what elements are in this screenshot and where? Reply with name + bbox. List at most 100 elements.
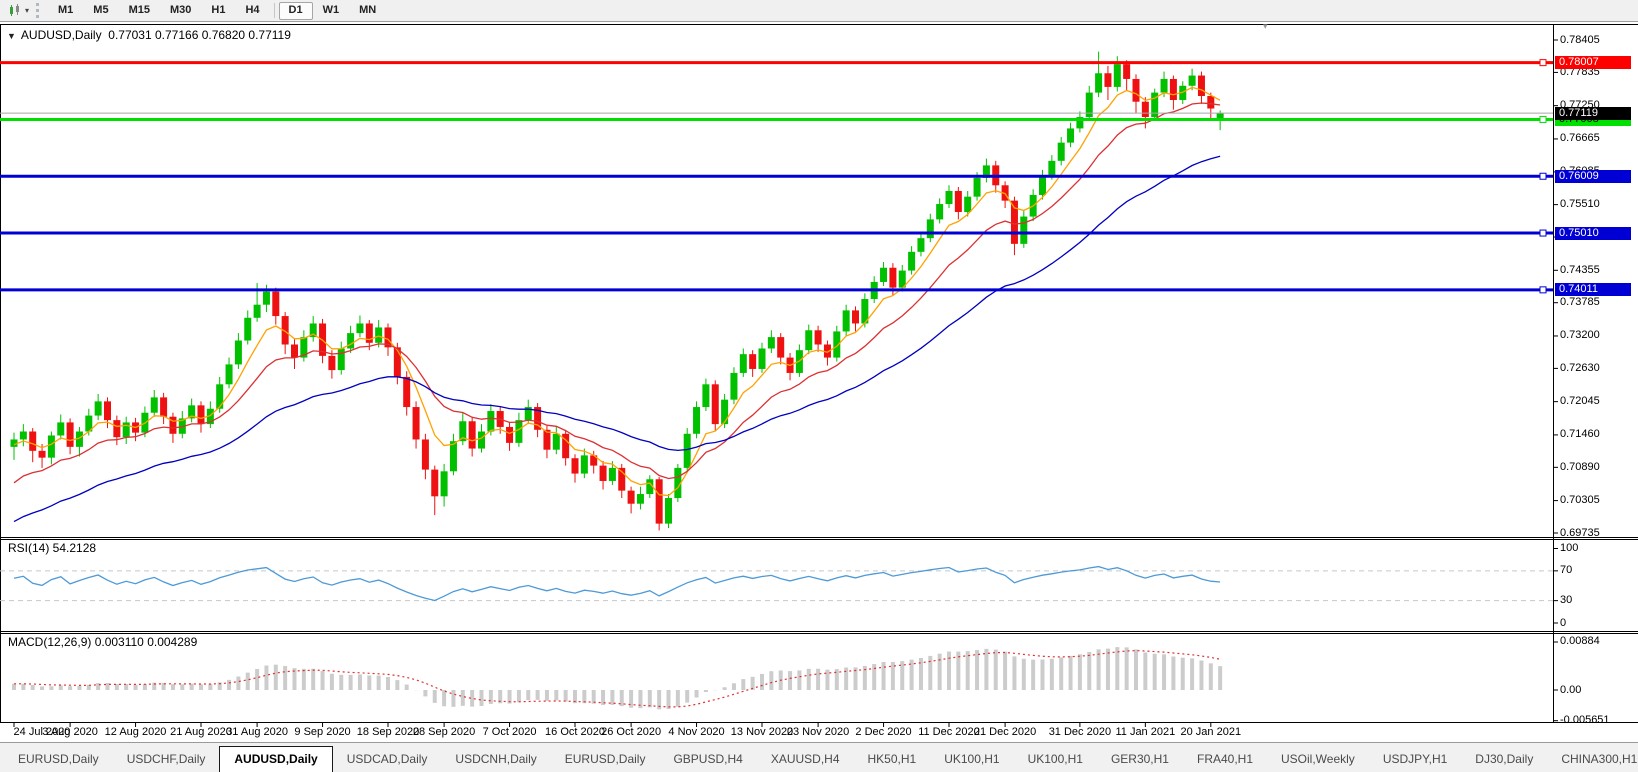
chart-collapse-marker-icon[interactable]: ▾ (1263, 21, 1268, 31)
candle-body (188, 405, 196, 419)
date-label: 23 Nov 2020 (786, 726, 850, 738)
toolbar-grip[interactable] (36, 3, 43, 18)
period-button-d1[interactable]: D1 (278, 1, 313, 20)
candle-body (936, 204, 944, 220)
candle-body (365, 323, 373, 343)
candle-body (506, 426, 514, 443)
period-button-m5[interactable]: M5 (93, 3, 109, 16)
candle-body (216, 384, 224, 409)
chart-tab-hk50-h1[interactable]: HK50,H1 (867, 752, 917, 766)
price-tick: 0.75510 (1560, 198, 1600, 211)
candle-body (57, 422, 65, 436)
chart-tab-xauusd-h4[interactable]: XAUUSD,H4 (770, 752, 840, 766)
period-button-h4[interactable]: H4 (245, 3, 260, 16)
macd-signal-line (14, 649, 1221, 708)
candle-body (75, 431, 83, 447)
chart-tab-gbpusd-h4[interactable]: GBPUSD,H4 (673, 752, 743, 766)
chart-tab-usdcnh-daily[interactable]: USDCNH,Daily (455, 752, 537, 766)
candle-body (618, 467, 626, 491)
candle-body (169, 416, 177, 434)
candle-body (1188, 75, 1196, 86)
chart-tab-usdchf-daily[interactable]: USDCHF,Daily (126, 752, 206, 766)
period-button-m30[interactable]: M30 (169, 3, 192, 16)
chart-tab-dj30-daily[interactable]: DJ30,Daily (1475, 752, 1534, 766)
chart-expand-icon[interactable]: ▼ (7, 31, 16, 41)
candle-body (66, 422, 74, 447)
rsi-tick: 100 (1560, 542, 1579, 554)
chart-tab-usdcad-daily[interactable]: USDCAD,Daily (346, 752, 428, 766)
candle-body (262, 291, 270, 305)
chart-tab-usoil-weekly[interactable]: USOil,Weekly (1281, 752, 1355, 766)
level-badge-0.74011: 0.74011 (1555, 283, 1631, 297)
candle-body (880, 267, 888, 282)
candle-body (543, 429, 551, 450)
rsi-tick: 0 (1560, 616, 1567, 629)
date-label: 16 Oct 2020 (545, 726, 605, 738)
date-label: 28 Sep 2020 (412, 726, 476, 738)
date-label: 11 Dec 2020 (918, 726, 980, 738)
candle-body (150, 397, 158, 413)
rsi-tick: 70 (1560, 564, 1573, 577)
period-button-m15[interactable]: M15 (128, 3, 150, 16)
candle-body (197, 405, 205, 425)
period-button-mn[interactable]: MN (359, 3, 377, 16)
candle-body (552, 433, 560, 450)
candle-body (272, 291, 280, 317)
resistance-line-handle[interactable] (1539, 59, 1547, 67)
candle-body (160, 397, 168, 417)
chart-canvas[interactable] (0, 0, 1638, 742)
candle-body (403, 376, 411, 408)
price-tick: 0.70305 (1560, 494, 1600, 507)
period-button-w1[interactable]: W1 (322, 3, 340, 16)
candle-body (515, 420, 523, 443)
chart-tab-uk100-h1[interactable]: UK100,H1 (944, 752, 1000, 766)
period-button-h1[interactable]: H1 (211, 3, 226, 16)
candle-body (777, 337, 785, 358)
candle-body (19, 431, 27, 440)
chart-tab-fra40-h1[interactable]: FRA40,H1 (1196, 752, 1254, 766)
candle-body (1095, 73, 1103, 93)
candle-body (253, 304, 261, 318)
candle-body (1020, 216, 1028, 244)
macd-tick: 0.00884 (1560, 635, 1600, 648)
chart-tab-eurusd-daily[interactable]: EURUSD,Daily (18, 752, 99, 766)
candle-body (244, 317, 252, 341)
chart-tool-icon[interactable]: ▾ (3, 2, 34, 20)
price-tick: 0.72045 (1560, 395, 1600, 408)
chart-tab-china300-h1[interactable]: CHINA300,H1 (1561, 752, 1638, 766)
candle-body (431, 469, 439, 497)
rsi-tick: 30 (1560, 594, 1573, 607)
candle-body (1113, 64, 1121, 87)
chart-tab-usdjpy-h1[interactable]: USDJPY,H1 (1382, 752, 1448, 766)
price-tick: 0.71460 (1560, 428, 1600, 441)
support-line-1-handle[interactable] (1539, 172, 1547, 180)
chart-tab-ger30-h1[interactable]: GER30,H1 (1110, 752, 1169, 766)
candle-body (337, 348, 345, 371)
level-badge-0.75010: 0.75010 (1555, 226, 1631, 240)
chart-tab-audusd-daily[interactable]: AUDUSD,Daily (219, 746, 333, 772)
support-line-green-handle[interactable] (1539, 115, 1547, 123)
candle-body (608, 467, 616, 481)
candle-body (665, 498, 672, 524)
candle-body (805, 330, 813, 351)
support-line-3-handle[interactable] (1539, 286, 1547, 294)
date-label: 21 Dec 2020 (973, 726, 1037, 738)
candle-body (94, 401, 102, 416)
candle-body (964, 196, 972, 213)
candle-body (908, 251, 916, 271)
candle-body (1057, 142, 1065, 161)
ma-fast-line (13, 86, 1221, 497)
candle-body (104, 401, 111, 421)
candle-body (749, 354, 757, 369)
chart-tab-uk100-h1[interactable]: UK100,H1 (1027, 752, 1083, 766)
candle-body (1123, 64, 1131, 79)
chart-tab-eurusd-daily[interactable]: EURUSD,Daily (564, 752, 646, 766)
rsi-line (13, 565, 1221, 602)
candle-body (926, 219, 934, 239)
candle-body (852, 310, 859, 324)
support-line-2-handle[interactable] (1539, 229, 1547, 237)
price-tick: 0.69735 (1560, 526, 1600, 539)
dropdown-caret-icon: ▾ (25, 5, 30, 15)
period-button-m1[interactable]: M1 (58, 3, 74, 16)
